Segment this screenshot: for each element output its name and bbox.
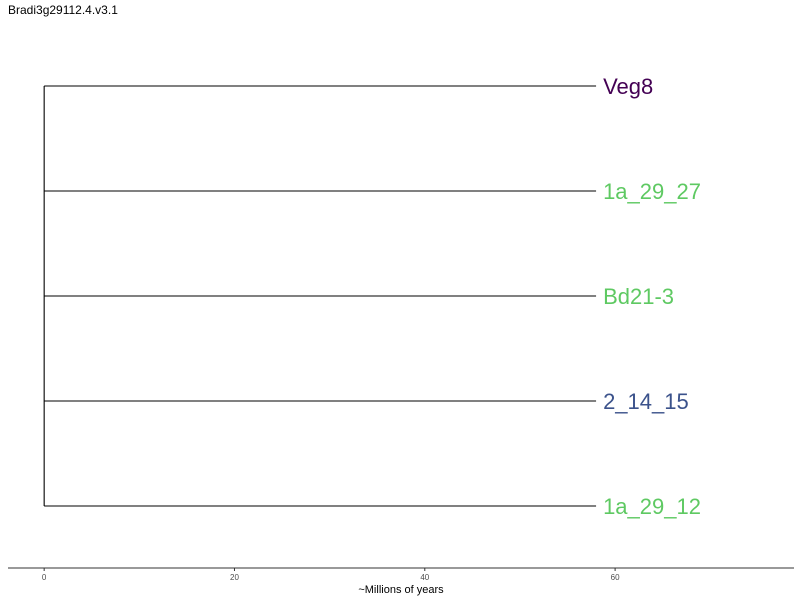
- x-axis: 0 20 40 60: [8, 567, 794, 582]
- tip-label: Veg8: [603, 74, 653, 99]
- x-tick-label: 60: [611, 573, 620, 582]
- tip-label: 2_14_15: [603, 389, 689, 414]
- tip-label: 1a_29_12: [603, 494, 701, 519]
- x-axis-label: ~Millions of years: [358, 584, 444, 596]
- x-tick-label: 20: [230, 573, 239, 582]
- tree-title: Bradi3g29112.4.v3.1: [8, 3, 118, 17]
- x-tick-label: 0: [42, 573, 47, 582]
- tree-tip-labels: Veg8 1a_29_27 Bd21-3 2_14_15 1a_29_12: [603, 74, 701, 519]
- tip-label: 1a_29_27: [603, 179, 701, 204]
- tip-label: Bd21-3: [603, 284, 674, 309]
- tree-branches: [43, 85, 597, 507]
- x-tick-label: 40: [420, 573, 429, 582]
